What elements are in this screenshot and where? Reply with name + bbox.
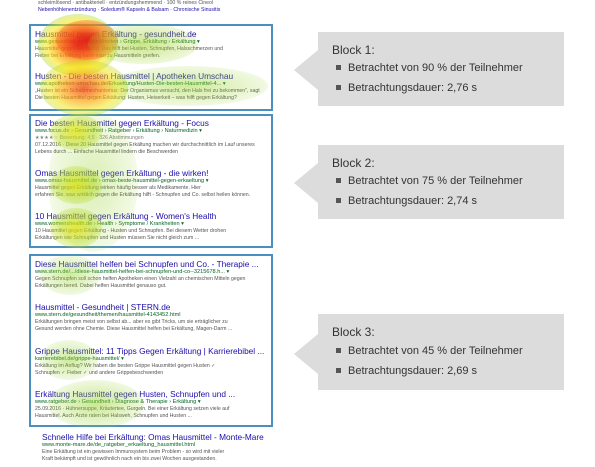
search-result: Erkältung Hausmittel gegen Husten, Schnu… bbox=[35, 389, 267, 420]
search-result: Omas Hausmittel gegen Erkältung - die wi… bbox=[35, 168, 267, 199]
result-url: www.womenshealth.de › Health › Symptome … bbox=[35, 221, 184, 227]
result-title[interactable]: Hausmittel gegen Erkältung - gesundheit.… bbox=[35, 29, 197, 39]
callout-title: Block 2: bbox=[332, 156, 375, 170]
dropdown-arrow-icon[interactable]: ▾ bbox=[121, 356, 124, 362]
result-description: 25.09.2016 · Hühnersuppe, Kräutertee, Gu… bbox=[35, 406, 230, 412]
result-block-1: Hausmittel gegen Erkältung - gesundheit.… bbox=[29, 24, 273, 111]
dropdown-arrow-icon[interactable]: ▾ bbox=[199, 128, 202, 134]
result-title[interactable]: Hausmittel - Gesundheit | STERN.de bbox=[35, 302, 171, 312]
dropdown-arrow-icon[interactable]: ▾ bbox=[197, 399, 201, 405]
result-title[interactable]: 10 Hausmittel gegen Erkältung - Women's … bbox=[35, 211, 217, 221]
bullet-icon bbox=[336, 84, 341, 90]
result-description: Schnupfen ✓ Fieber ✓ und andere Grippebe… bbox=[35, 369, 164, 376]
bullet-icon bbox=[336, 177, 341, 183]
callout-pointer bbox=[294, 334, 318, 374]
result-url: www.stern.de/gesundheit/themen/hausmitte… bbox=[35, 312, 181, 318]
callout-item: Betrachtet von 90 % der Teilnehmer bbox=[336, 62, 523, 74]
snippet-line[interactable]: Nebenhöhlenentzündung · Soledum® Kapseln… bbox=[38, 7, 221, 13]
bullet-icon bbox=[336, 197, 341, 203]
result-description: Eine Erkältung ist ein gewissen Immunsys… bbox=[42, 449, 225, 455]
result-block-3: Diese Hausmittel helfen bei Schnupfen un… bbox=[29, 254, 273, 427]
snippet-line: schleimlösend · antibakteriell · entzünd… bbox=[38, 0, 214, 6]
search-result: Die besten Hausmittel gegen Erkältung - … bbox=[35, 118, 267, 155]
result-url: www.monte-mare.de/de_ratgeber_erkaeltung… bbox=[42, 442, 195, 448]
callout-item: Betrachtungsdauer: 2,76 s bbox=[336, 82, 477, 94]
bullet-icon bbox=[336, 347, 341, 353]
result-description: Gegen Schnupfen soll schon helfen Apothe… bbox=[35, 276, 246, 282]
result-title[interactable]: Diese Hausmittel helfen bei Schnupfen un… bbox=[35, 259, 259, 269]
result-description: Die besten Hausmittel gegen Erkältung: H… bbox=[35, 94, 237, 101]
result-title[interactable]: Grippe Hausmittel: 11 Tipps Gegen Erkält… bbox=[35, 346, 265, 356]
callout-block-3: Block 3: Betrachtet von 45 % der Teilneh… bbox=[294, 314, 564, 390]
result-url: www.gesundheit.de › Krankheiten › Grippe… bbox=[35, 39, 200, 45]
result-title[interactable]: Schnelle Hilfe bei Erkältung: Omas Hausm… bbox=[42, 432, 264, 442]
search-result: Diese Hausmittel helfen bei Schnupfen un… bbox=[35, 259, 267, 290]
result-description: Erkältung im Anflug? Wir haben die beste… bbox=[35, 363, 216, 369]
callout-item: Betrachtungsdauer: 2,69 s bbox=[336, 365, 477, 377]
result-description: Hausmittel gegen Erkältung: Das hilft be… bbox=[35, 46, 224, 52]
result-description: Erkältungen wie Schnupfen und Husten müs… bbox=[35, 234, 200, 241]
result-title[interactable]: Omas Hausmittel gegen Erkältung - die wi… bbox=[35, 168, 209, 178]
search-result: Hausmittel - Gesundheit | STERN.de www.s… bbox=[35, 302, 267, 333]
result-description: Hausmittel gegen Erkältung wirken häufig… bbox=[35, 185, 201, 191]
search-results-page: schleimlösend · antibakteriell · entzünd… bbox=[29, 0, 278, 467]
result-title[interactable]: Husten - Die besten Hausmittel | Apothek… bbox=[35, 71, 234, 81]
dropdown-arrow-icon[interactable]: ▾ bbox=[226, 269, 230, 275]
result-url: www.omas-hausmittel.de › omas-beste-haus… bbox=[35, 178, 209, 184]
top-snippet: schleimlösend · antibakteriell · entzünd… bbox=[38, 0, 278, 14]
search-result: Hausmittel gegen Erkältung - gesundheit.… bbox=[35, 29, 267, 60]
result-description: Erkältungen bereit. Dabei helfen Hausmit… bbox=[35, 282, 167, 289]
result-url: www.stern.de/.../diese-hausmittel-helfen… bbox=[35, 269, 230, 275]
search-result: 10 Hausmittel gegen Erkältung - Women's … bbox=[35, 211, 267, 242]
result-description: Erkältungen bringen meist von selbst ab.… bbox=[35, 319, 228, 325]
rating-stars: ★★★★☆ Bewertung: 4,5 · 326 Abstimmungen bbox=[35, 135, 144, 141]
result-description: Kraft bekämpft und ist gewöhnlich nach e… bbox=[42, 455, 217, 462]
result-url: karrierebibel.de/grippe-hausmittel/ ▾ bbox=[35, 356, 124, 362]
search-result: Schnelle Hilfe bei Erkältung: Omas Hausm… bbox=[42, 432, 274, 463]
result-description: 10 Hausmittel gegen Erkältung - Husten u… bbox=[35, 228, 227, 234]
result-description: 07.12.2016 · Diese 20 Hausmittel gegen E… bbox=[35, 141, 255, 148]
dropdown-arrow-icon[interactable]: ▾ bbox=[222, 81, 226, 87]
dropdown-arrow-icon[interactable]: ▾ bbox=[205, 178, 209, 184]
callout-item: Betrachtet von 75 % der Teilnehmer bbox=[336, 175, 523, 187]
result-url: www.focus.de › Gesundheit › Ratgeber › E… bbox=[35, 128, 202, 134]
result-description: Lebens durch ... Einfache Hausmittel lin… bbox=[35, 148, 179, 155]
result-description: Gesund werden ohne Chemie. Diese Hausmit… bbox=[35, 325, 233, 332]
result-block-2: Die besten Hausmittel gegen Erkältung - … bbox=[29, 114, 273, 248]
result-description: Hausmittel. Auch Ärzte raten bei Halsweh… bbox=[35, 412, 192, 419]
dropdown-arrow-icon[interactable]: ▾ bbox=[197, 39, 200, 45]
result-title[interactable]: Die besten Hausmittel gegen Erkältung - … bbox=[35, 118, 209, 128]
callout-item: Betrachtungsdauer: 2,74 s bbox=[336, 195, 477, 207]
callout-title: Block 1: bbox=[332, 43, 375, 57]
callout-title: Block 3: bbox=[332, 325, 375, 339]
bullet-icon bbox=[336, 64, 341, 70]
callout-pointer bbox=[294, 163, 318, 203]
callout-block-1: Block 1: Betrachtet von 90 % der Teilneh… bbox=[294, 32, 564, 106]
callout-pointer bbox=[294, 50, 318, 90]
dropdown-arrow-icon[interactable]: ▾ bbox=[181, 221, 184, 227]
result-url: www.ratgeber.de › Gesundheit › Diagnose … bbox=[35, 399, 201, 405]
search-result: Grippe Hausmittel: 11 Tipps Gegen Erkält… bbox=[35, 346, 267, 377]
callout-block-2: Block 2: Betrachtet von 75 % der Teilneh… bbox=[294, 145, 564, 219]
result-description: Fieber bei Erkältung kann man zu Hausmit… bbox=[35, 52, 161, 59]
result-title[interactable]: Erkältung Hausmittel gegen Husten, Schnu… bbox=[35, 389, 236, 399]
result-description: erfahren Sie, was wirklich gegen die Erk… bbox=[35, 191, 251, 198]
search-result: Husten - Die besten Hausmittel | Apothek… bbox=[35, 71, 267, 102]
result-description: „Husten ist ein Schutzmechanismus: Der O… bbox=[35, 88, 260, 94]
result-url: www.apotheken-umschau.de/Erkaeltung/Hust… bbox=[35, 81, 226, 87]
bullet-icon bbox=[336, 367, 341, 373]
callout-item: Betrachtet von 45 % der Teilnehmer bbox=[336, 345, 523, 357]
